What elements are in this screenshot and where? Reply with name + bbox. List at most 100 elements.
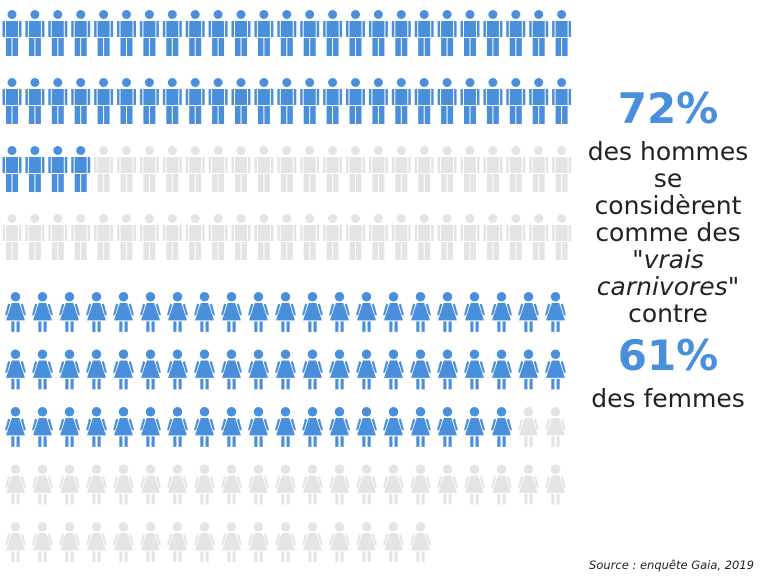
man-icon [208,146,228,192]
man-icon [208,10,228,56]
woman-icon [113,407,134,447]
woman-icon [194,407,215,447]
man-icon [2,78,22,124]
man-icon [460,214,480,260]
woman-icon [32,349,53,390]
man-icon [368,10,388,56]
woman-icon [5,464,26,505]
woman-icon [275,407,296,447]
woman-icon [410,522,431,562]
woman-icon [113,464,134,505]
woman-icon [59,464,80,505]
woman-icon [491,407,512,447]
woman-icon [248,464,269,505]
man-icon [208,78,228,124]
man-icon [300,146,320,192]
man-icon [231,146,251,192]
man-icon [25,146,45,192]
man-icon [506,214,526,260]
woman-icon [275,292,296,332]
woman-icon [32,407,53,447]
man-icon [94,10,114,56]
quote: " [632,245,644,274]
line: contre [628,299,708,328]
man-icon [117,214,136,260]
woman-icon [356,292,377,332]
woman-icon [275,349,296,390]
man-icon [254,78,274,124]
quote: " [727,272,740,301]
man-icon [48,78,68,124]
line: "vrais [578,246,758,273]
woman-icon [5,407,26,447]
man-icon [162,78,182,124]
woman-icon [221,292,242,332]
man-icon [71,214,91,260]
woman-icon [383,349,404,390]
man-icon [94,78,114,124]
source: Source : enquête Gaia, 2019 [589,558,754,572]
woman-icon [545,292,566,332]
man-icon [71,146,91,192]
woman-icon [221,522,242,562]
woman-icon [194,522,215,562]
man-icon [437,214,457,260]
line: comme des [595,218,741,247]
man-icon [437,146,457,192]
man-icon [552,78,572,124]
woman-icon [302,407,323,447]
woman-icon [383,292,404,332]
man-icon [48,146,68,192]
man-icon [25,78,45,124]
woman-icon [545,349,566,390]
woman-icon [59,522,80,562]
line: des femmes [591,384,745,413]
woman-icon [5,522,26,562]
man-icon [71,10,91,56]
woman-icon [167,292,188,332]
woman-icon [194,292,215,332]
man-icon [552,10,572,56]
man-icon [391,78,411,124]
woman-icon [410,292,431,332]
man-icon [529,10,549,56]
man-icon [414,146,434,192]
woman-icon [32,522,53,562]
woman-icon [32,464,53,505]
woman-icon [113,292,134,332]
man-icon [391,146,411,192]
italic: carnivores [596,272,728,301]
woman-icon [491,292,512,332]
man-icon [2,214,22,260]
man-icon [529,78,549,124]
woman-icon [140,292,161,332]
man-icon [323,10,343,56]
woman-icon [86,522,107,562]
woman-icon [194,464,215,505]
woman-icon [86,349,107,390]
annotation: 72% des hommes se considèrent comme des … [578,80,758,412]
woman-icon [113,349,134,390]
man-icon [483,78,503,124]
woman-icon [410,349,431,390]
woman-icon [329,464,350,505]
man-icon [185,214,205,260]
man-icon [254,146,274,192]
woman-icon [167,349,188,390]
man-icon [277,78,297,124]
man-icon [460,78,480,124]
man-icon [48,10,68,56]
woman-icon [383,522,404,562]
man-icon [231,78,251,124]
woman-icon [302,349,323,390]
woman-icon [140,464,161,505]
man-icon [25,10,45,56]
women-share: 61% [617,331,719,380]
woman-icon [59,407,80,447]
woman-icon [464,292,485,332]
man-icon [552,146,572,192]
man-icon [529,146,549,192]
man-icon [506,10,526,56]
man-icon [71,78,91,124]
woman-icon [248,349,269,390]
